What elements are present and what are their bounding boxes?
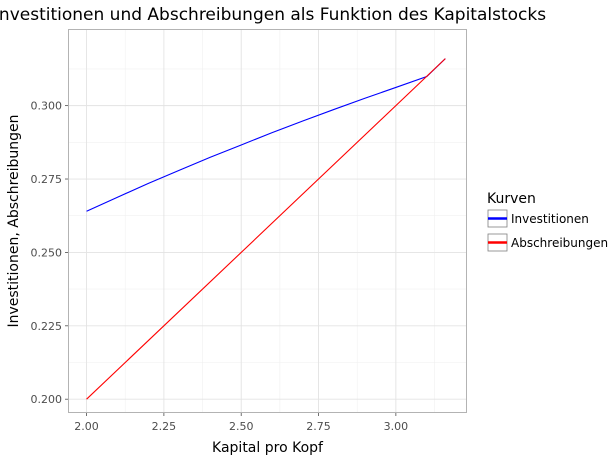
- y-tick-label: 0.200: [31, 393, 63, 406]
- panel-border: [68, 29, 467, 413]
- x-axis-title: Kapital pro Kopf: [212, 440, 324, 456]
- x-tick-label: 2.75: [306, 420, 331, 433]
- x-tick-label: 2.50: [229, 420, 254, 433]
- y-tick-label: 0.250: [31, 246, 63, 259]
- y-axis: 0.200 0.225 0.250 0.275 0.300: [31, 100, 68, 406]
- x-tick-label: 3.00: [384, 420, 409, 433]
- y-tick-label: 0.300: [31, 100, 63, 113]
- legend-title: Kurven: [487, 191, 536, 207]
- x-tick-label: 2.00: [74, 420, 99, 433]
- plot-panel: [68, 29, 467, 413]
- series-line-abschreibungen: [86, 58, 446, 400]
- chart-title: Investitionen und Abschreibungen als Fun…: [0, 5, 546, 25]
- plot-background: [68, 29, 467, 413]
- legend-label-abschreibungen: Abschreibungen: [511, 236, 608, 250]
- y-tick-label: 0.275: [31, 173, 63, 186]
- series-line-investitionen: [86, 58, 446, 212]
- y-tick-label: 0.225: [31, 320, 63, 333]
- y-axis-title: Investitionen, Abschreibungen: [6, 114, 22, 327]
- x-tick-label: 2.25: [152, 420, 177, 433]
- x-axis: 2.00 2.25 2.50 2.75 3.00: [74, 413, 408, 433]
- legend-label-investitionen: Investitionen: [511, 212, 589, 226]
- legend: Kurven Investitionen Abschreibungen: [487, 191, 608, 252]
